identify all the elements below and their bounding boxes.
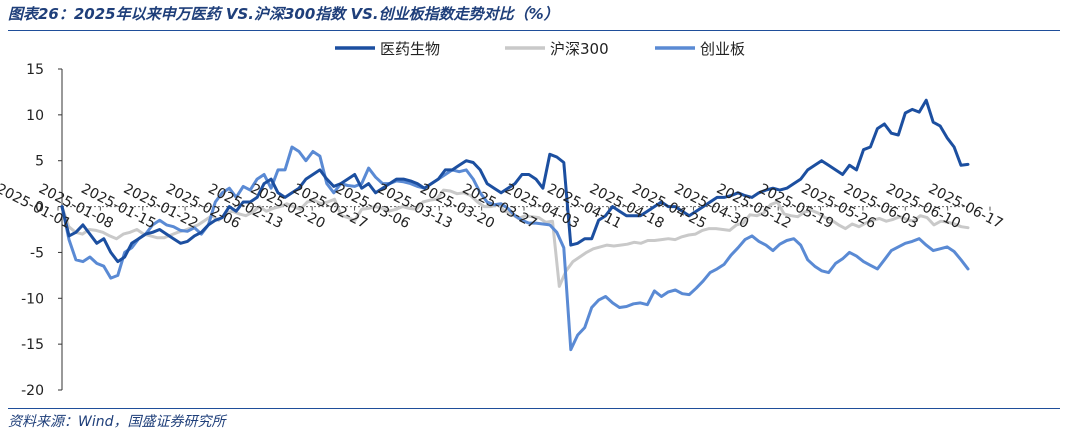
series-line-1 (60, 98, 970, 264)
y-tick-label: 10 (26, 108, 44, 124)
y-tick-label: -20 (21, 383, 44, 399)
y-tick-label: 5 (35, 154, 44, 170)
source-note: 资料来源：Wind，国盛证券研究所 (8, 414, 226, 430)
y-tick-label: 15 (26, 62, 44, 78)
series-line-3 (60, 145, 970, 352)
chart-series (60, 98, 970, 352)
y-tick-label: -15 (21, 337, 44, 353)
legend-label: 沪深300 (550, 40, 609, 58)
header-divider (8, 30, 1060, 31)
chart-axes: 15 10 5 0 -5 -10 -15 -20 (21, 62, 991, 399)
legend-label: 医药生物 (380, 40, 440, 58)
y-tick-label: -5 (30, 245, 44, 261)
chart-title: 图表26：2025年以来申万医药 VS.沪深300指数 VS.创业板指数走势对比… (8, 5, 559, 23)
chart-legend: 医药生物 沪深300 创业板 (335, 40, 745, 58)
y-tick-label: 0 (35, 200, 44, 216)
footer-divider (8, 408, 1060, 409)
y-tick-label: -10 (21, 291, 44, 307)
legend-label: 创业板 (700, 40, 745, 58)
